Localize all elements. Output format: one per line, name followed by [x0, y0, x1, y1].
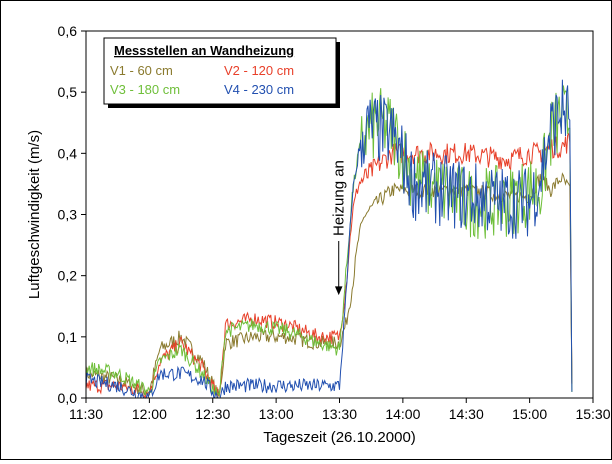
y-tick-label: 0,2 [58, 268, 78, 284]
series-line-2 [85, 132, 573, 399]
annotation-text: Heizung an [331, 160, 348, 236]
legend-entry-v1: V1 - 60 cm [110, 63, 173, 78]
y-tick-label: 0,4 [58, 145, 78, 161]
legend-title: Messstellen an Wandheizung [114, 43, 294, 58]
x-tick-label: 15:00 [512, 406, 547, 422]
x-tick-label: 14:30 [449, 406, 484, 422]
y-tick-label: 0,5 [58, 84, 78, 100]
x-tick-label: 13:00 [259, 406, 294, 422]
y-axis-label: Luftgeschwindigkeit (m/s) [26, 130, 43, 299]
series-line-3 [85, 85, 573, 398]
y-tick-label: 0,3 [58, 207, 78, 223]
heizung-an-annotation: Heizung an [331, 160, 348, 296]
legend-entry-v2: V2 - 120 cm [224, 63, 294, 78]
y-tick-label: 0,6 [58, 23, 78, 39]
series-layer [85, 79, 573, 399]
legend: Messstellen an Wandheizung V1 - 60 cm V2… [103, 37, 340, 108]
legend-entry-v4: V4 - 230 cm [224, 82, 294, 97]
x-tick-label: 12:00 [132, 406, 167, 422]
x-tick-label: 14:00 [385, 406, 420, 422]
y-tick-label: 0,1 [58, 329, 78, 345]
annotation-arrow [334, 241, 343, 296]
x-tick-label: 11:30 [69, 406, 103, 422]
legend-box [103, 37, 337, 105]
legend-entry-v3: V3 - 180 cm [110, 82, 180, 97]
axis-ticks: 11:30 12:00 12:30 13:00 13:30 14:00 14:30 15:00… [58, 23, 611, 422]
x-tick-label: 15:30 [575, 406, 610, 422]
x-tick-label: 12:30 [195, 406, 230, 422]
x-axis-label: Tageszeit (26.10.2000) [263, 429, 416, 446]
series-line-4 [85, 79, 573, 399]
x-tick-label: 13:30 [322, 406, 357, 422]
y-tick-label: 0,0 [58, 390, 78, 406]
